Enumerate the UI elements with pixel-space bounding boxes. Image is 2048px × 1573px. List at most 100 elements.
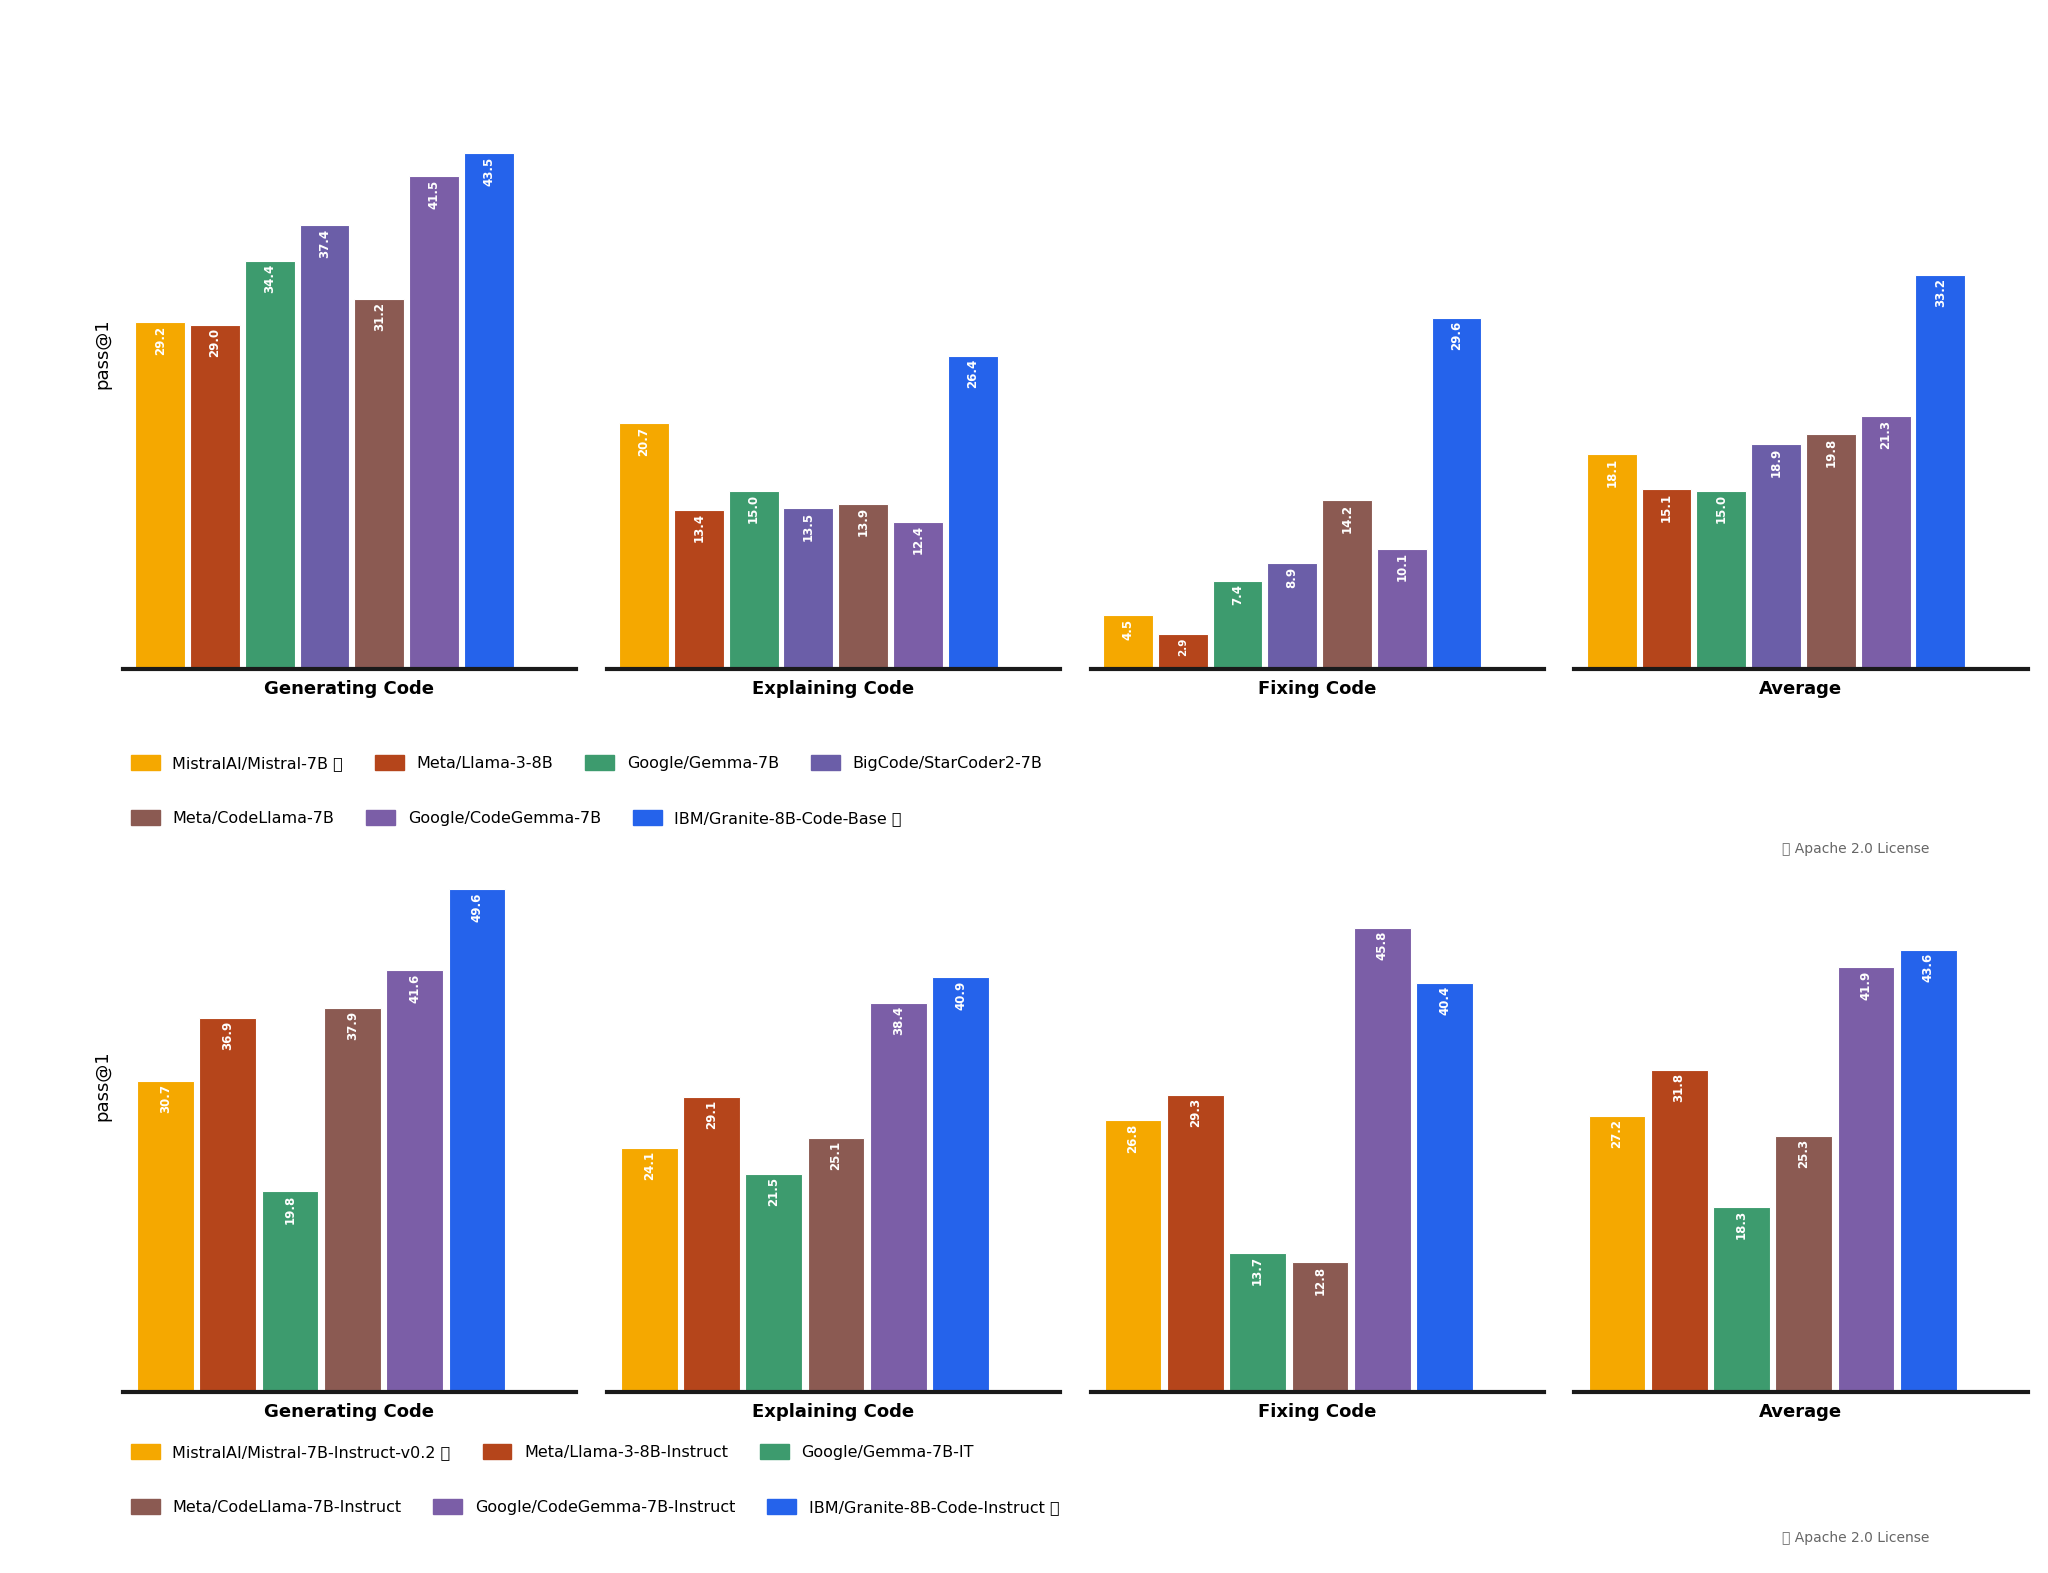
Bar: [1417, 983, 1473, 1392]
Bar: [1212, 580, 1262, 669]
Bar: [1915, 275, 1966, 669]
Text: 12.4: 12.4: [911, 525, 924, 554]
Text: 45.8: 45.8: [1376, 931, 1389, 960]
Text: 14.2: 14.2: [1341, 503, 1354, 533]
Text: 24.1: 24.1: [643, 1151, 655, 1180]
Text: 18.1: 18.1: [1606, 458, 1618, 486]
Bar: [1587, 455, 1636, 669]
Bar: [262, 1191, 317, 1392]
Text: 20.7: 20.7: [637, 426, 651, 456]
Bar: [1837, 967, 1894, 1392]
Legend: Meta/CodeLlama-7B, Google/CodeGemma-7B, IBM/Granite-8B-Code-Base 📖: Meta/CodeLlama-7B, Google/CodeGemma-7B, …: [131, 810, 901, 826]
Text: 31.8: 31.8: [1673, 1073, 1686, 1101]
Bar: [137, 1081, 195, 1392]
Text: 36.9: 36.9: [221, 1021, 233, 1051]
Text: 12.8: 12.8: [1313, 1265, 1327, 1295]
Bar: [1806, 434, 1855, 669]
Bar: [893, 522, 942, 669]
Bar: [1229, 1254, 1286, 1392]
Bar: [784, 508, 834, 669]
Bar: [465, 153, 514, 669]
Text: 13.4: 13.4: [692, 513, 705, 543]
Text: 21.3: 21.3: [1880, 420, 1892, 448]
Text: 31.2: 31.2: [373, 302, 385, 332]
Bar: [870, 1004, 928, 1392]
Bar: [246, 261, 295, 669]
Bar: [135, 322, 184, 669]
Text: 19.8: 19.8: [1825, 437, 1837, 467]
Text: 13.5: 13.5: [803, 513, 815, 541]
Legend: MistralAI/Mistral-7B-Instruct-v0.2 📖, Meta/Llama-3-8B-Instruct, Google/Gemma-7B-: MistralAI/Mistral-7B-Instruct-v0.2 📖, Me…: [131, 1444, 975, 1460]
Text: 40.9: 40.9: [954, 980, 967, 1010]
Text: 43.5: 43.5: [483, 156, 496, 186]
X-axis label: Average: Average: [1759, 680, 1843, 698]
Bar: [745, 1173, 803, 1392]
Bar: [1696, 491, 1747, 669]
Bar: [1292, 1263, 1348, 1392]
Y-axis label: pass@1: pass@1: [94, 1051, 113, 1120]
Bar: [387, 971, 442, 1392]
Bar: [1589, 1117, 1645, 1392]
Text: 📖 Apache 2.0 License: 📖 Apache 2.0 License: [1782, 1531, 1929, 1545]
Text: 29.0: 29.0: [209, 329, 221, 357]
Bar: [1104, 615, 1153, 669]
Bar: [1354, 928, 1411, 1392]
Text: 29.3: 29.3: [1188, 1098, 1202, 1128]
Text: 4.5: 4.5: [1122, 618, 1135, 640]
Bar: [324, 1008, 381, 1392]
Bar: [1776, 1136, 1833, 1392]
Text: 18.9: 18.9: [1769, 448, 1782, 477]
Y-axis label: pass@1: pass@1: [94, 319, 113, 389]
Bar: [932, 977, 989, 1392]
Text: 8.9: 8.9: [1286, 566, 1298, 588]
X-axis label: Explaining Code: Explaining Code: [752, 1403, 913, 1422]
Text: 7.4: 7.4: [1231, 584, 1243, 606]
Bar: [1432, 318, 1481, 669]
X-axis label: Fixing Code: Fixing Code: [1257, 1403, 1376, 1422]
Text: 15.0: 15.0: [1714, 494, 1729, 524]
Text: 13.9: 13.9: [856, 507, 870, 536]
Text: 29.6: 29.6: [1450, 321, 1462, 351]
Text: 15.0: 15.0: [748, 494, 760, 524]
Bar: [190, 324, 240, 669]
Text: 41.9: 41.9: [1860, 971, 1872, 999]
Text: 26.8: 26.8: [1126, 1123, 1139, 1153]
Bar: [1751, 445, 1800, 669]
Text: 15.1: 15.1: [1661, 492, 1673, 522]
Text: 29.1: 29.1: [705, 1100, 719, 1129]
Text: 📖 Apache 2.0 License: 📖 Apache 2.0 License: [1782, 842, 1929, 856]
Text: 29.2: 29.2: [154, 326, 166, 355]
Bar: [1862, 415, 1911, 669]
Bar: [807, 1137, 864, 1392]
Bar: [684, 1096, 739, 1392]
Bar: [410, 176, 459, 669]
Text: 10.1: 10.1: [1395, 552, 1409, 582]
Bar: [1642, 489, 1692, 669]
Text: 19.8: 19.8: [283, 1194, 297, 1224]
Bar: [674, 510, 723, 669]
Text: 41.5: 41.5: [428, 179, 440, 209]
Bar: [1901, 950, 1956, 1392]
Text: 25.1: 25.1: [829, 1140, 842, 1170]
X-axis label: Average: Average: [1759, 1403, 1843, 1422]
Text: 27.2: 27.2: [1610, 1120, 1624, 1148]
Text: 40.4: 40.4: [1438, 986, 1452, 1015]
Bar: [1104, 1120, 1161, 1392]
Bar: [729, 491, 778, 669]
Bar: [618, 423, 670, 669]
Text: 38.4: 38.4: [893, 1005, 905, 1035]
Text: 25.3: 25.3: [1798, 1139, 1810, 1167]
Bar: [1157, 634, 1208, 669]
Bar: [299, 225, 350, 669]
Text: 49.6: 49.6: [471, 892, 483, 922]
X-axis label: Fixing Code: Fixing Code: [1257, 680, 1376, 698]
Text: 33.2: 33.2: [1933, 278, 1948, 307]
Text: 18.3: 18.3: [1735, 1210, 1749, 1240]
Bar: [621, 1148, 678, 1392]
Legend: Meta/CodeLlama-7B-Instruct, Google/CodeGemma-7B-Instruct, IBM/Granite-8B-Code-In: Meta/CodeLlama-7B-Instruct, Google/CodeG…: [131, 1499, 1059, 1515]
Text: 30.7: 30.7: [160, 1084, 172, 1114]
Bar: [838, 503, 889, 669]
Bar: [1376, 549, 1427, 669]
Bar: [449, 889, 506, 1392]
X-axis label: Generating Code: Generating Code: [264, 1403, 434, 1422]
